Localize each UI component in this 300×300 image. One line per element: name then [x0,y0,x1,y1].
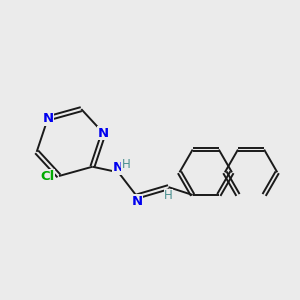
Text: N: N [113,161,124,174]
Text: H: H [122,158,130,171]
Text: N: N [98,127,109,140]
Text: H: H [164,189,173,202]
Text: N: N [42,112,53,125]
Text: Cl: Cl [40,169,54,182]
Text: N: N [131,195,142,208]
